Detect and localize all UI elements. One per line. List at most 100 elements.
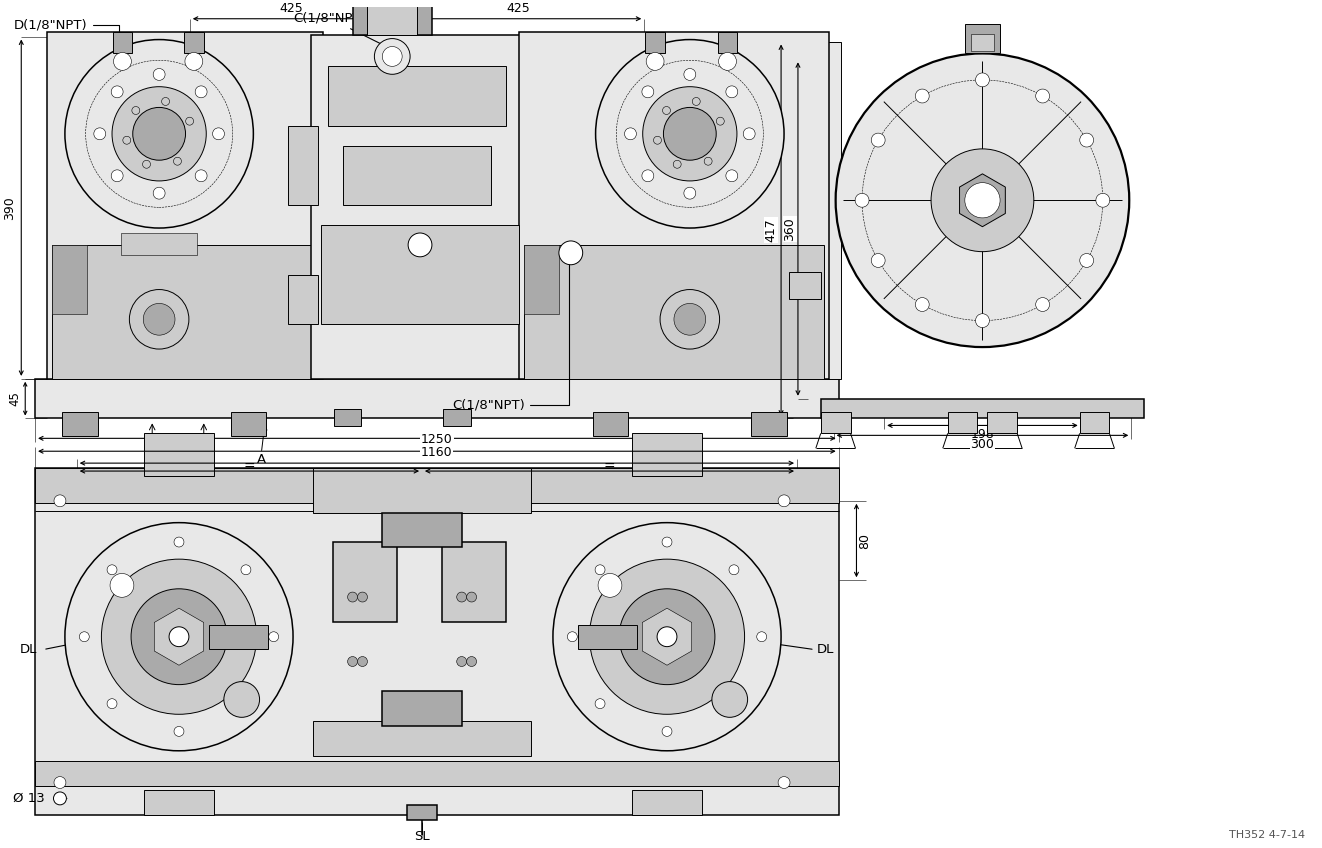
Circle shape (965, 182, 999, 218)
Circle shape (674, 304, 706, 335)
Bar (321, 225, 520, 324)
Polygon shape (642, 608, 691, 665)
Text: 417: 417 (764, 218, 777, 242)
Circle shape (53, 792, 66, 805)
Circle shape (175, 727, 184, 736)
Circle shape (553, 522, 781, 750)
Circle shape (726, 170, 738, 181)
Bar (122, 233, 197, 254)
Circle shape (107, 699, 116, 709)
Text: 1160: 1160 (422, 446, 452, 459)
Circle shape (467, 592, 476, 602)
Circle shape (1035, 89, 1050, 103)
Circle shape (123, 137, 131, 144)
Bar (36, 468, 838, 815)
Circle shape (241, 565, 251, 575)
Text: 1050: 1050 (420, 443, 453, 455)
Circle shape (357, 592, 368, 602)
Circle shape (130, 289, 189, 349)
Circle shape (855, 193, 869, 207)
Circle shape (132, 108, 185, 160)
Circle shape (871, 254, 886, 267)
Circle shape (382, 47, 402, 66)
Bar (333, 409, 361, 427)
Circle shape (717, 117, 724, 126)
Bar (524, 245, 559, 315)
Bar (524, 245, 824, 379)
Circle shape (111, 86, 123, 98)
Text: 300: 300 (970, 438, 994, 451)
Circle shape (196, 86, 208, 98)
Circle shape (657, 627, 677, 647)
Circle shape (590, 559, 744, 714)
Circle shape (110, 573, 134, 597)
Text: D(1/8"NPT): D(1/8"NPT) (13, 19, 119, 92)
Circle shape (653, 137, 661, 144)
Polygon shape (960, 174, 1005, 226)
Bar (442, 543, 506, 622)
Bar (443, 409, 471, 427)
Circle shape (169, 627, 189, 647)
Circle shape (711, 682, 748, 717)
Circle shape (111, 170, 123, 181)
Circle shape (660, 289, 719, 349)
Bar (965, 24, 1001, 53)
Bar (112, 31, 132, 53)
Circle shape (131, 589, 227, 684)
Circle shape (664, 108, 717, 160)
Circle shape (976, 314, 989, 327)
Circle shape (559, 241, 583, 265)
Bar (184, 31, 204, 53)
Circle shape (102, 559, 256, 714)
Text: 45: 45 (9, 391, 21, 406)
Bar (578, 625, 637, 649)
Circle shape (213, 128, 225, 140)
Circle shape (662, 107, 670, 114)
Circle shape (646, 53, 664, 70)
Circle shape (143, 160, 151, 168)
Bar (52, 245, 87, 315)
Bar (789, 271, 821, 299)
Bar (520, 31, 829, 379)
Bar (988, 411, 1017, 433)
Circle shape (132, 107, 140, 114)
Text: DL: DL (20, 643, 37, 656)
Text: 360: 360 (784, 217, 797, 241)
Circle shape (223, 682, 259, 717)
Bar (311, 35, 531, 379)
Circle shape (173, 157, 181, 165)
Circle shape (348, 592, 357, 602)
Circle shape (673, 160, 681, 168)
Circle shape (756, 632, 767, 642)
Circle shape (153, 69, 165, 81)
Circle shape (693, 98, 701, 105)
Circle shape (185, 53, 202, 70)
Circle shape (54, 495, 66, 507)
Bar (288, 275, 317, 324)
Text: 425: 425 (279, 2, 303, 14)
Circle shape (456, 656, 467, 667)
Circle shape (1080, 133, 1093, 147)
Circle shape (161, 98, 169, 105)
Bar (821, 411, 850, 433)
Text: =: = (604, 460, 615, 474)
Circle shape (408, 233, 432, 257)
Circle shape (567, 632, 578, 642)
Bar (333, 543, 397, 622)
Text: 425: 425 (506, 2, 530, 14)
Circle shape (65, 40, 254, 228)
Bar (718, 31, 738, 53)
Text: 198: 198 (970, 428, 994, 442)
Circle shape (728, 699, 739, 709)
Bar (948, 411, 977, 433)
Bar (313, 721, 531, 756)
Text: 1250: 1250 (420, 433, 452, 446)
Text: 80: 80 (858, 533, 871, 549)
Bar (144, 790, 214, 815)
Circle shape (1035, 298, 1050, 311)
Circle shape (65, 522, 293, 750)
Bar (36, 468, 838, 503)
Bar (48, 31, 323, 379)
Bar (592, 411, 628, 437)
Polygon shape (155, 608, 204, 665)
